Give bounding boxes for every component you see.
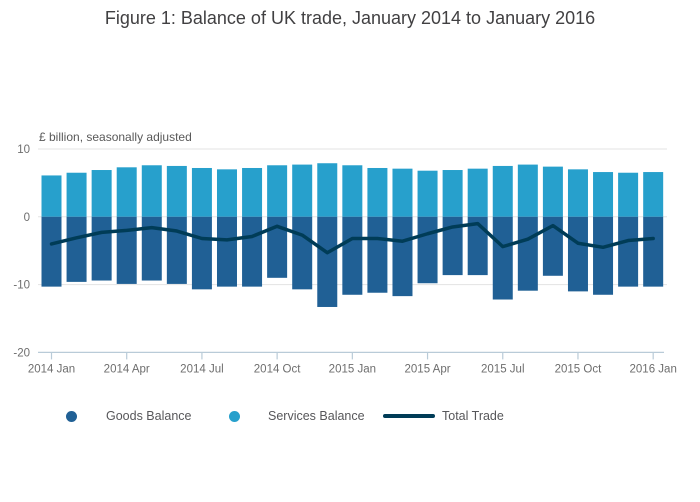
services-balance-bar[interactable]: [216, 169, 237, 217]
services-balance-bar[interactable]: [618, 172, 639, 217]
services-balance-swatch-icon: [229, 410, 240, 422]
goods-balance-bar[interactable]: [141, 216, 162, 281]
goods-balance-bar[interactable]: [317, 216, 338, 307]
goods-balance-bar[interactable]: [442, 216, 463, 276]
services-balance-bar[interactable]: [567, 169, 588, 217]
goods-balance-bar[interactable]: [166, 216, 187, 284]
goods-balance-bar[interactable]: [517, 216, 538, 291]
services-balance-bar[interactable]: [191, 167, 212, 217]
goods-balance-bar[interactable]: [267, 216, 288, 278]
services-balance-bar[interactable]: [166, 165, 187, 217]
goods-balance-bar[interactable]: [41, 216, 62, 287]
goods-balance-bar[interactable]: [91, 216, 112, 281]
legend-item-total-trade[interactable]: Total Trade: [383, 408, 504, 424]
services-balance-bar[interactable]: [242, 167, 263, 217]
total-trade-line[interactable]: [49, 221, 655, 255]
services-balance-bar[interactable]: [593, 172, 614, 217]
x-axis-tick-label: 2016 Jan: [630, 363, 677, 375]
services-balance-bar[interactable]: [66, 172, 87, 217]
goods-balance-bar[interactable]: [342, 216, 363, 295]
x-axis-tick-label: 2014 Oct: [254, 363, 301, 375]
services-balance-bar[interactable]: [267, 165, 288, 217]
services-balance-bar[interactable]: [417, 170, 438, 217]
goods-balance-bar[interactable]: [542, 216, 563, 276]
legend-item-goods-balance[interactable]: Goods Balance: [66, 408, 191, 424]
x-axis-tick-label: 2014 Apr: [104, 363, 150, 375]
services-balance-bar[interactable]: [643, 172, 664, 217]
services-balance-bar[interactable]: [542, 166, 563, 217]
goods-balance-bar[interactable]: [618, 216, 639, 287]
goods-balance-swatch-icon: [66, 410, 77, 422]
legend-label-total-trade: Total Trade: [442, 409, 504, 423]
services-balance-bar[interactable]: [467, 168, 488, 217]
services-balance-bar[interactable]: [442, 170, 463, 217]
services-balance-bar[interactable]: [116, 167, 137, 217]
x-axis-tick-label: 2015 Jan: [329, 363, 376, 375]
x-axis-tick-label: 2014 Jan: [28, 363, 75, 375]
goods-balance-bar[interactable]: [417, 216, 438, 284]
services-balance-bar[interactable]: [342, 165, 363, 217]
goods-balance-bar[interactable]: [643, 216, 664, 287]
services-balance-bar[interactable]: [91, 170, 112, 217]
y-axis-unit-label: £ billion, seasonally adjusted: [39, 130, 192, 144]
y-axis-tick-label: -10: [13, 280, 30, 292]
goods-balance-bar[interactable]: [66, 216, 87, 282]
x-axis-tick-label: 2015 Oct: [555, 363, 602, 375]
services-balance-bar[interactable]: [492, 165, 513, 217]
goods-balance-bar[interactable]: [116, 216, 137, 284]
goods-balance-bar[interactable]: [467, 216, 488, 276]
services-balance-bar[interactable]: [292, 164, 313, 217]
legend-label-goods-balance: Goods Balance: [106, 409, 192, 423]
goods-balance-bar[interactable]: [492, 216, 513, 300]
y-axis-tick-label: 10: [17, 144, 30, 156]
x-axis-tick-label: 2015 Apr: [405, 363, 451, 375]
goods-balance-bar[interactable]: [191, 216, 212, 290]
chart-title: Figure 1: Balance of UK trade, January 2…: [104, 8, 596, 28]
services-balance-bar[interactable]: [367, 167, 388, 217]
y-axis-tick-label: -20: [13, 347, 30, 359]
services-balance-bar[interactable]: [392, 168, 413, 217]
services-balance-bar[interactable]: [317, 163, 338, 217]
services-balance-bar[interactable]: [41, 175, 62, 217]
services-balance-bar[interactable]: [517, 164, 538, 217]
services-balance-bar[interactable]: [141, 165, 162, 217]
legend-label-services-balance: Services Balance: [268, 409, 365, 423]
x-axis-tick-label: 2014 Jul: [180, 363, 223, 375]
goods-balance-bar[interactable]: [367, 216, 388, 293]
y-axis-tick-label: 0: [24, 212, 30, 224]
x-axis-tick-label: 2015 Jul: [481, 363, 524, 375]
goods-balance-bar[interactable]: [392, 216, 413, 297]
goods-balance-bar[interactable]: [242, 216, 263, 287]
total-trade-swatch-icon: [383, 414, 435, 418]
goods-balance-bar[interactable]: [292, 216, 313, 290]
goods-balance-bar[interactable]: [567, 216, 588, 292]
goods-balance-bar[interactable]: [593, 216, 614, 295]
legend-item-services-balance[interactable]: Services Balance: [229, 408, 365, 424]
goods-balance-bar[interactable]: [216, 216, 237, 287]
